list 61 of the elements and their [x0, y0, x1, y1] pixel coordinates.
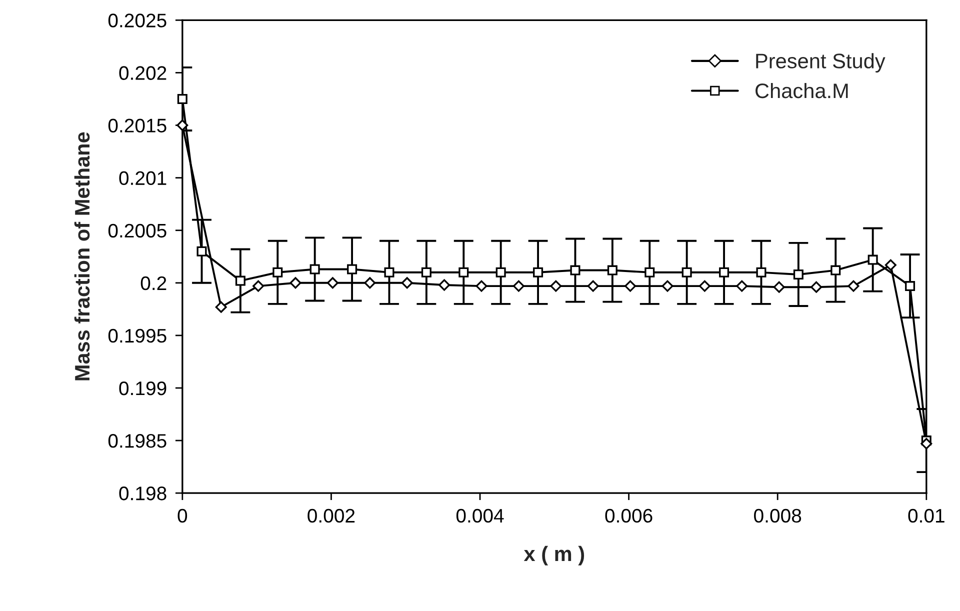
point	[920, 438, 932, 450]
point	[662, 280, 674, 292]
point	[458, 267, 469, 278]
y-tick-label: 0.1995	[108, 328, 166, 343]
y-tick-label: 0.202	[119, 66, 166, 80]
point	[848, 280, 860, 292]
point	[310, 264, 320, 274]
point	[533, 267, 544, 278]
point	[272, 267, 283, 278]
x-tick-label: 0.008	[754, 508, 802, 523]
point	[550, 280, 562, 292]
point	[810, 281, 822, 293]
y-axis-title: Mass fraction of Methane	[74, 132, 90, 380]
point	[644, 267, 655, 278]
point	[884, 259, 896, 271]
point	[252, 280, 264, 292]
y-tick-label: 0.2015	[108, 118, 166, 132]
point	[868, 254, 878, 265]
point	[496, 267, 506, 278]
y-tick-label: 0.1985	[108, 434, 166, 448]
point	[364, 277, 376, 289]
point	[177, 94, 188, 104]
x-tick-label: 0.01	[908, 508, 944, 523]
y-tick-label: 0.199	[119, 381, 166, 396]
legend-label: Chacha.M	[756, 82, 848, 98]
point	[624, 280, 636, 292]
point	[384, 267, 394, 278]
point	[570, 265, 580, 276]
point	[235, 276, 246, 286]
point	[905, 281, 916, 292]
y-tick-label: 0.2025	[108, 14, 166, 28]
point	[698, 280, 710, 292]
point	[512, 280, 524, 292]
point	[830, 265, 841, 276]
point	[756, 267, 766, 278]
point	[196, 246, 207, 256]
point	[347, 264, 358, 274]
point	[326, 277, 338, 289]
y-tick-label: 0.2	[140, 276, 166, 290]
point	[215, 301, 227, 313]
point	[793, 269, 804, 280]
point	[719, 267, 730, 278]
x-tick-label: 0	[178, 508, 188, 523]
point	[476, 280, 488, 292]
x-axis-title: x ( m )	[524, 546, 584, 566]
point	[736, 280, 748, 292]
x-tick-label: 0.006	[605, 508, 652, 523]
point	[401, 277, 413, 289]
y-tick-label: 0.198	[119, 486, 166, 500]
point	[438, 279, 450, 291]
point	[290, 277, 302, 289]
legend-label: Present Study	[756, 53, 886, 73]
point	[682, 267, 692, 278]
x-tick-label: 0.002	[308, 508, 355, 523]
point	[607, 265, 618, 276]
y-tick-label: 0.201	[119, 171, 166, 186]
x-tick-label: 0.004	[456, 508, 504, 523]
y-tick-label: 0.2005	[108, 224, 166, 238]
point	[421, 267, 432, 278]
point	[773, 281, 785, 293]
point	[587, 280, 599, 292]
